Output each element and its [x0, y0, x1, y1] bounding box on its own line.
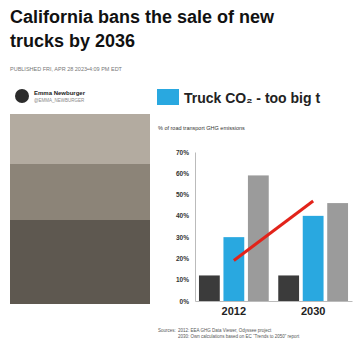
y-tick: 50% [176, 191, 195, 198]
source-note: 2030: Own calculations based on EC “Tren… [178, 334, 300, 339]
y-tick: 20% [176, 255, 195, 262]
x-tick: 2030 [301, 301, 325, 317]
y-axis: 0% 10% 20% 30% 40% 50% 60% 70% [176, 149, 196, 305]
y-tick: 30% [176, 234, 195, 241]
y-axis-line [195, 153, 196, 302]
chart-title: Truck CO₂ - too big t [184, 90, 320, 106]
headline: California bans the sale of new [10, 7, 275, 27]
article-photo [10, 114, 152, 304]
title-swatch [157, 89, 179, 105]
y-tick-label: 50% [176, 191, 189, 198]
y-tick: 10% [176, 276, 195, 283]
y-tick: 0% [180, 298, 195, 305]
x-tick-label: 2012 [222, 305, 246, 317]
source-note: Sources: [158, 328, 176, 333]
y-tick-label: 40% [176, 212, 189, 219]
chart-panel [150, 84, 356, 364]
published-date: PUBLISHED FRI, APR 28 2023•4:09 PM EDT [10, 66, 123, 72]
y-tick-label: 0% [180, 298, 190, 305]
y-tick: 40% [176, 212, 195, 219]
bar [303, 216, 324, 301]
x-axis: 2012 2030 [196, 301, 353, 317]
author-avatar [15, 89, 29, 103]
y-tick: 60% [176, 170, 195, 177]
y-tick-label: 20% [176, 255, 189, 262]
y-axis-label: % of road transport GHG emissions [158, 125, 245, 131]
bar [327, 203, 348, 301]
bar [223, 237, 244, 301]
y-tick-label: 10% [176, 276, 189, 283]
bar [278, 275, 299, 301]
y-tick-label: 60% [176, 170, 189, 177]
x-tick-label: 2030 [301, 305, 325, 317]
y-tick-label: 30% [176, 234, 189, 241]
source-note: 2012: EEA GHG Data Viewer, Odyssee proje… [178, 328, 272, 333]
plot-area [199, 175, 348, 301]
y-tick: 70% [176, 149, 195, 156]
article-photo-detail [10, 220, 152, 304]
x-axis-line [196, 301, 353, 302]
x-tick: 2012 [222, 301, 246, 317]
trend-line [234, 201, 313, 261]
author-handle: @EMMA_NEWBURGER [34, 98, 85, 103]
headline: trucks by 2036 [10, 31, 135, 51]
article-photo-detail [10, 114, 152, 164]
bar [199, 275, 220, 301]
y-tick-label: 70% [176, 149, 189, 156]
author-name: Emma Newburger [34, 90, 86, 96]
